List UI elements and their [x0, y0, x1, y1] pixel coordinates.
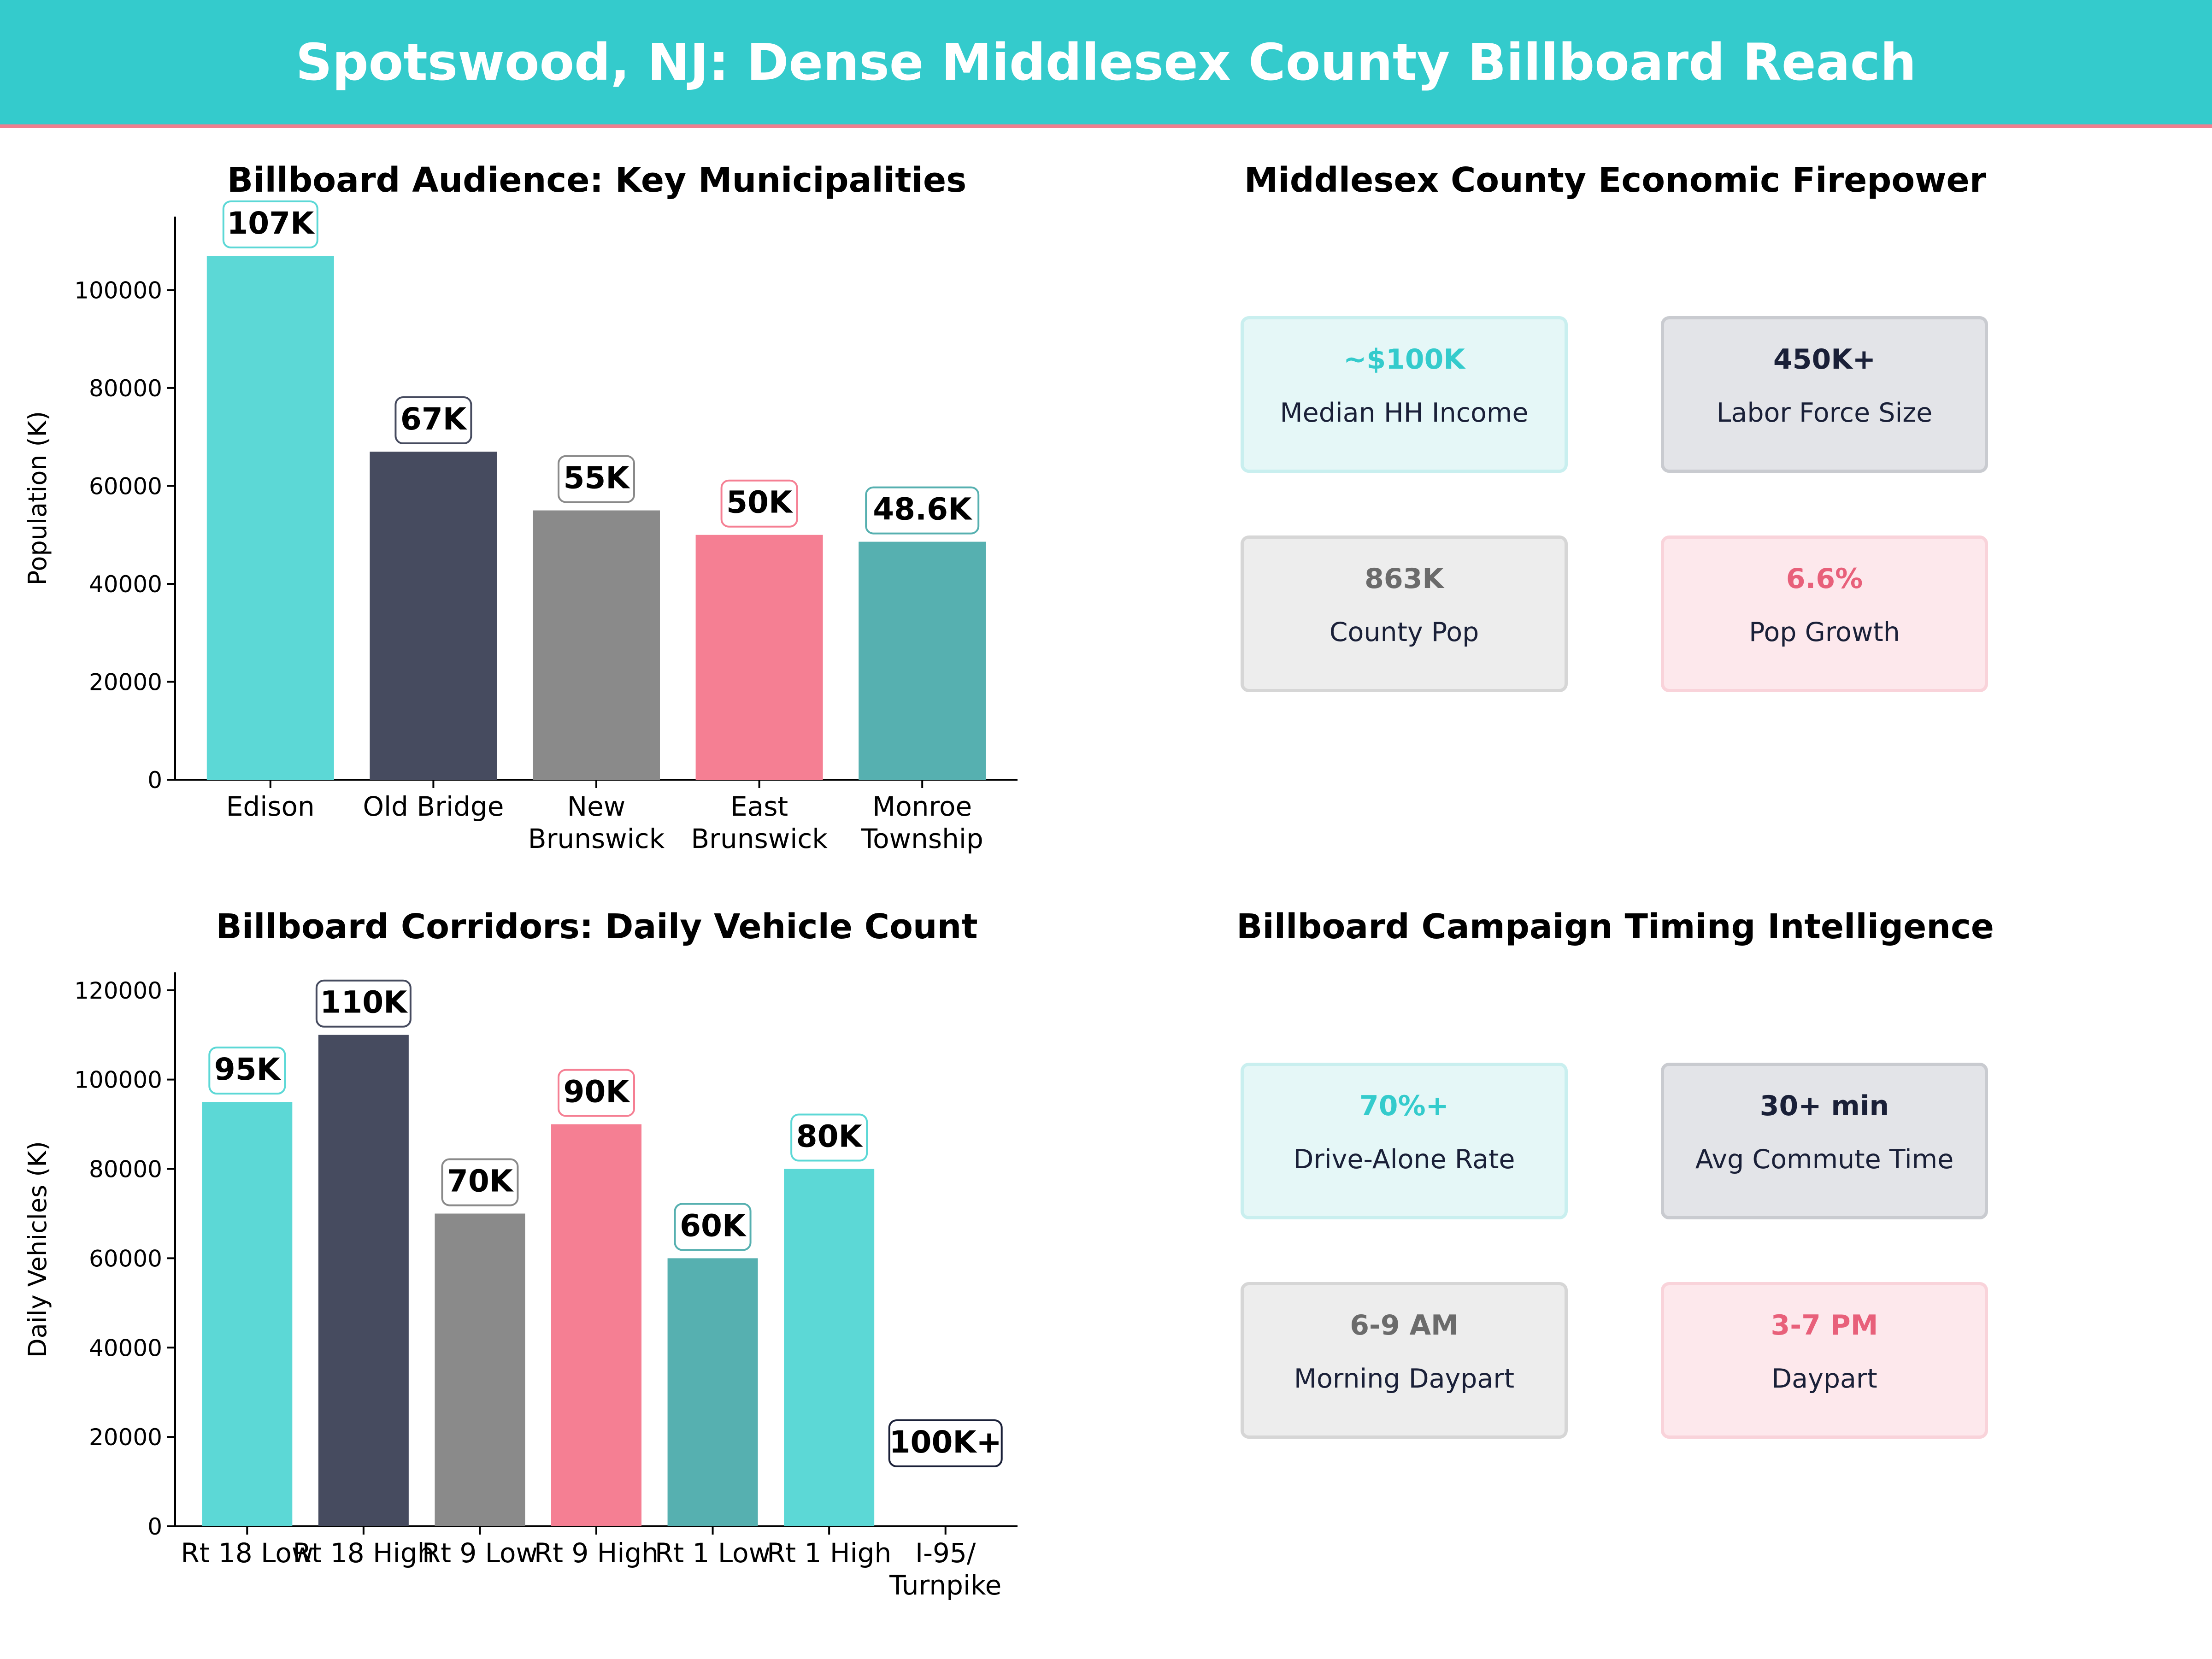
x-tick-label: Brunswick [528, 823, 665, 854]
data-label: 110K [320, 985, 408, 1020]
data-label-box [865, 486, 980, 535]
x-tick-label: Rt 18 High [293, 1537, 434, 1569]
stat-card: 6.6% Pop Growth [1661, 535, 1988, 692]
data-label: 67K [400, 401, 468, 437]
stat-label: County Pop [1329, 617, 1479, 647]
page-title: Spotswood, NJ: Dense Middlesex County Bi… [295, 33, 1917, 92]
x-tick-label: Edison [226, 791, 315, 822]
stat-value: 6-9 AM [1350, 1309, 1459, 1341]
x-tick-label: Rt 9 High [534, 1537, 659, 1569]
corridor-bar [551, 1124, 641, 1526]
stat-card: 450K+ Labor Force Size [1661, 316, 1988, 473]
data-label-box [208, 1047, 286, 1095]
data-label-box [441, 1158, 519, 1206]
corridors-chart-title: Billboard Corridors: Daily Vehicle Count [216, 907, 978, 947]
data-label: 95K [214, 1052, 282, 1087]
stat-label: Median HH Income [1280, 398, 1529, 428]
data-label-box [394, 396, 472, 445]
header-banner: Spotswood, NJ: Dense Middlesex County Bi… [0, 0, 2212, 128]
stat-label: Pop Growth [1749, 617, 1900, 647]
data-label-box [558, 455, 635, 503]
x-tick-label: New [567, 791, 626, 822]
stat-card: 863K County Pop [1241, 535, 1568, 692]
x-tick-label: Rt 9 Low [422, 1537, 538, 1569]
y-tick-label: 100000 [74, 1067, 162, 1094]
y-tick-label: 80000 [89, 1156, 162, 1183]
stat-label: Avg Commute Time [1695, 1144, 1954, 1175]
stat-card: 70%+ Drive-Alone Rate [1241, 1063, 1568, 1219]
stat-value: 863K [1365, 563, 1444, 595]
stat-value: 3-7 PM [1771, 1309, 1878, 1341]
x-tick-label: Rt 1 High [767, 1537, 891, 1569]
data-label: 90K [564, 1074, 631, 1110]
data-label-box [888, 1419, 1003, 1467]
y-tick-label: 120000 [74, 977, 162, 1004]
data-label-box [315, 979, 412, 1028]
corridor-bar [318, 1035, 409, 1526]
municipality-bar [533, 510, 660, 780]
stat-card: 6-9 AM Morning Daypart [1241, 1282, 1568, 1439]
corridor-bar [667, 1258, 758, 1526]
stat-card: 30+ min Avg Commute Time [1661, 1063, 1988, 1219]
y-tick-label: 40000 [89, 571, 162, 598]
data-label: 107K [227, 206, 315, 241]
municipality-bar [695, 535, 823, 780]
stat-label: Daypart [1771, 1364, 1877, 1394]
x-tick-label: Rt 18 Low [181, 1537, 313, 1569]
x-tick-label: East [730, 791, 788, 822]
stat-value: 70%+ [1359, 1090, 1449, 1122]
data-label-box [674, 1203, 752, 1251]
municipalities-chart-title: Billboard Audience: Key Municipalities [227, 160, 967, 200]
timing-panel-title: Billboard Campaign Timing Intelligence [1236, 907, 1994, 947]
data-label: 48.6K [873, 492, 973, 527]
economic-panel-title: Middlesex County Economic Firepower [1244, 160, 1987, 200]
stat-label: Morning Daypart [1294, 1364, 1515, 1394]
stat-value: ~$100K [1343, 343, 1465, 376]
y-tick-label: 20000 [89, 1424, 162, 1451]
y-axis-label: Daily Vehicles (K) [23, 1141, 52, 1358]
stat-label: Drive-Alone Rate [1293, 1144, 1515, 1175]
data-label: 100K+ [889, 1424, 1002, 1460]
stat-value: 30+ min [1759, 1090, 1889, 1122]
corridor-bar [435, 1213, 525, 1526]
stat-card: 3-7 PM Daypart [1661, 1282, 1988, 1439]
data-label: 55K [564, 460, 631, 496]
y-axis-label: Population (K) [23, 411, 52, 585]
y-tick-label: 0 [147, 767, 162, 794]
y-tick-label: 0 [147, 1513, 162, 1540]
y-tick-label: 60000 [89, 473, 162, 500]
x-tick-label: Rt 1 Low [655, 1537, 771, 1569]
data-label: 50K [726, 485, 794, 520]
data-label: 70K [447, 1163, 514, 1199]
y-tick-label: 20000 [89, 669, 162, 695]
stat-card: ~$100K Median HH Income [1241, 316, 1568, 473]
municipality-bar [859, 541, 986, 780]
stat-value: 450K+ [1773, 343, 1876, 376]
corridor-bar [784, 1169, 875, 1526]
data-label-box [558, 1069, 635, 1117]
x-tick-label: Old Bridge [363, 791, 504, 822]
y-tick-label: 80000 [89, 375, 162, 402]
data-label: 60K [680, 1208, 747, 1243]
data-label-box [222, 200, 318, 249]
data-label-box [720, 479, 798, 528]
x-tick-label: Turnpike [889, 1570, 1001, 1601]
data-label-box [790, 1113, 868, 1162]
municipality-bar [370, 452, 497, 780]
x-tick-label: Brunswick [691, 823, 828, 854]
y-tick-label: 40000 [89, 1335, 162, 1361]
y-tick-label: 60000 [89, 1245, 162, 1272]
y-tick-label: 100000 [74, 277, 162, 304]
data-label: 80K [796, 1119, 864, 1154]
corridor-bar [202, 1102, 293, 1526]
stat-value: 6.6% [1786, 563, 1863, 595]
x-tick-label: Township [861, 823, 983, 854]
x-tick-label: I-95/ [915, 1537, 976, 1569]
municipality-bar [206, 256, 334, 780]
x-tick-label: Monroe [872, 791, 972, 822]
stat-label: Labor Force Size [1716, 398, 1933, 428]
